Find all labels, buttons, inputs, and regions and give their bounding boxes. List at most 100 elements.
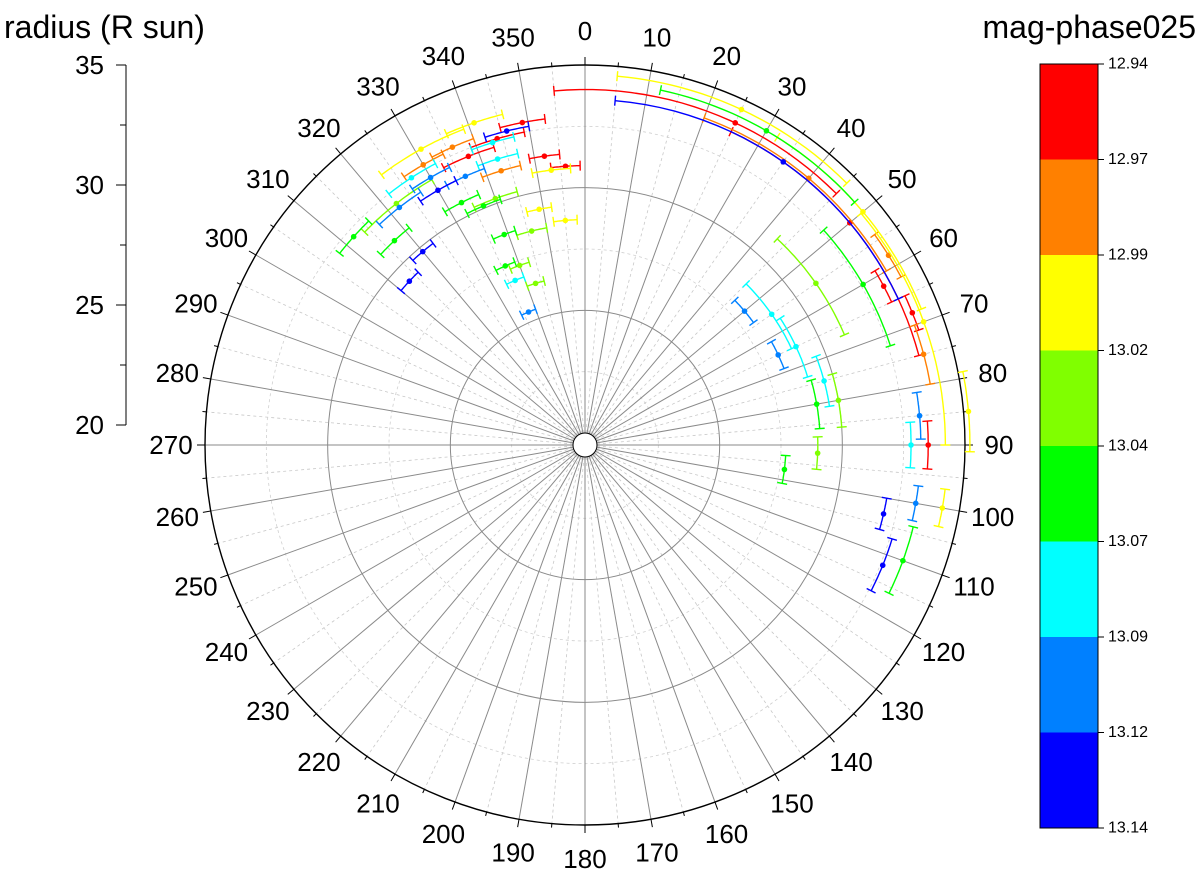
angle-label: 300 bbox=[205, 223, 248, 253]
major-spoke bbox=[210, 446, 574, 512]
angle-label: 0 bbox=[578, 16, 592, 46]
error-cap bbox=[824, 404, 835, 408]
error-cap bbox=[779, 366, 789, 372]
error-arc bbox=[380, 128, 465, 176]
angle-label: 40 bbox=[837, 113, 866, 143]
error-cap bbox=[913, 484, 924, 488]
angle-tick bbox=[913, 250, 922, 256]
error-cap bbox=[730, 296, 739, 305]
error-cap bbox=[616, 71, 619, 82]
angle-tick bbox=[335, 147, 342, 155]
error-cap bbox=[905, 466, 916, 469]
error-cap bbox=[819, 226, 828, 234]
major-spoke bbox=[596, 378, 960, 444]
error-cap bbox=[493, 265, 499, 276]
data-point bbox=[562, 217, 569, 224]
major-spoke bbox=[454, 456, 582, 803]
angle-tick bbox=[853, 713, 857, 717]
error-cap bbox=[558, 149, 561, 160]
error-cap bbox=[408, 256, 417, 265]
error-cap bbox=[814, 427, 825, 430]
error-cap bbox=[500, 109, 505, 120]
data-point bbox=[835, 397, 842, 404]
minor-spoke bbox=[424, 455, 581, 790]
data-point bbox=[775, 352, 782, 358]
error-cap bbox=[414, 268, 423, 277]
error-cap bbox=[552, 216, 556, 227]
major-spoke bbox=[227, 448, 574, 576]
error-cap bbox=[811, 353, 821, 359]
error-cap bbox=[775, 314, 785, 322]
data-point bbox=[768, 311, 775, 318]
angle-tick bbox=[335, 735, 342, 743]
data-point bbox=[494, 156, 501, 162]
angle-label: 30 bbox=[778, 71, 807, 101]
angle-tick bbox=[422, 789, 425, 794]
colorbar-segment bbox=[1040, 64, 1098, 160]
angle-tick bbox=[390, 108, 396, 117]
minor-spoke bbox=[593, 453, 854, 714]
error-cap bbox=[802, 374, 813, 380]
angle-tick bbox=[213, 542, 219, 545]
error-cap bbox=[909, 322, 920, 328]
error-cap bbox=[522, 127, 526, 138]
polar-grid bbox=[197, 57, 973, 833]
colorbar-tick-label: 13.12 bbox=[1108, 724, 1148, 741]
angle-label: 210 bbox=[356, 789, 399, 819]
angle-label: 350 bbox=[491, 22, 534, 52]
minor-spoke bbox=[596, 346, 953, 443]
data-point bbox=[516, 262, 523, 269]
angle-tick bbox=[248, 634, 257, 640]
data-point bbox=[420, 161, 427, 168]
major-spoke bbox=[593, 452, 877, 690]
angle-tick bbox=[951, 345, 957, 348]
angle-tick bbox=[828, 735, 835, 743]
data-point bbox=[406, 278, 413, 285]
error-cap bbox=[881, 496, 892, 500]
data-point bbox=[502, 263, 509, 269]
minor-spoke bbox=[316, 453, 577, 714]
error-arc bbox=[776, 238, 846, 336]
data-point bbox=[738, 106, 745, 113]
data-point bbox=[391, 237, 398, 244]
angle-label: 80 bbox=[978, 358, 1007, 388]
error-cap bbox=[515, 186, 520, 197]
major-ring bbox=[327, 187, 843, 703]
angle-label: 140 bbox=[829, 747, 872, 777]
colorbar-segment bbox=[1040, 159, 1098, 256]
angle-tick bbox=[270, 224, 275, 228]
major-spoke bbox=[588, 456, 716, 803]
angle-tick bbox=[451, 801, 456, 810]
minor-spoke bbox=[596, 411, 964, 445]
angle-tick bbox=[714, 80, 719, 89]
angle-label: 250 bbox=[174, 572, 217, 602]
angle-tick bbox=[774, 108, 780, 117]
error-cap bbox=[613, 95, 617, 106]
angle-label: 60 bbox=[929, 223, 958, 253]
data-point bbox=[512, 277, 518, 284]
error-cap bbox=[569, 163, 572, 174]
error-cap bbox=[498, 194, 503, 205]
angle-tick bbox=[875, 688, 883, 695]
error-cap bbox=[375, 220, 384, 229]
error-cap bbox=[432, 158, 439, 169]
data-point bbox=[435, 187, 441, 194]
angle-label: 190 bbox=[491, 838, 534, 868]
data-point bbox=[925, 442, 931, 448]
error-cap bbox=[376, 250, 385, 259]
data-point bbox=[427, 174, 434, 181]
error-cap bbox=[922, 420, 933, 423]
major-spoke bbox=[255, 450, 575, 636]
error-cap bbox=[836, 426, 847, 429]
data-point bbox=[350, 233, 357, 240]
error-cap bbox=[658, 85, 663, 96]
error-cap bbox=[518, 310, 525, 320]
data-point bbox=[793, 343, 799, 350]
data-point bbox=[408, 174, 415, 181]
minor-spoke bbox=[217, 346, 574, 443]
error-cap bbox=[364, 216, 373, 226]
angle-tick bbox=[959, 377, 968, 380]
data-point bbox=[419, 248, 426, 255]
data-point bbox=[458, 199, 465, 206]
data-point bbox=[939, 505, 946, 511]
